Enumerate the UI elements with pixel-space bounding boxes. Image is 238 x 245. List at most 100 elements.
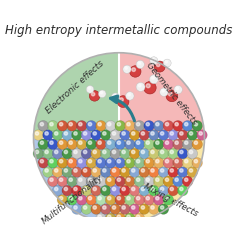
Circle shape xyxy=(81,130,92,140)
Circle shape xyxy=(88,196,92,200)
Circle shape xyxy=(79,159,82,163)
Circle shape xyxy=(127,159,130,163)
Circle shape xyxy=(180,150,183,154)
Circle shape xyxy=(74,150,77,154)
Circle shape xyxy=(117,122,121,126)
Circle shape xyxy=(182,176,193,187)
Circle shape xyxy=(52,167,63,177)
Circle shape xyxy=(69,141,72,144)
Circle shape xyxy=(185,178,188,182)
Circle shape xyxy=(185,141,188,144)
Circle shape xyxy=(165,141,169,144)
Circle shape xyxy=(93,187,96,191)
Circle shape xyxy=(35,150,39,154)
Circle shape xyxy=(57,195,68,205)
Circle shape xyxy=(84,187,87,191)
Circle shape xyxy=(185,159,188,163)
Circle shape xyxy=(168,92,172,96)
Circle shape xyxy=(67,139,77,150)
Circle shape xyxy=(76,139,87,150)
Circle shape xyxy=(170,169,174,172)
Circle shape xyxy=(136,159,140,163)
Circle shape xyxy=(165,178,169,182)
Circle shape xyxy=(96,213,106,224)
Circle shape xyxy=(60,196,63,200)
Circle shape xyxy=(100,185,111,196)
Circle shape xyxy=(52,148,63,159)
Circle shape xyxy=(152,76,154,79)
Circle shape xyxy=(158,148,169,159)
Circle shape xyxy=(96,158,106,168)
Circle shape xyxy=(103,169,106,172)
Circle shape xyxy=(187,167,198,177)
Circle shape xyxy=(156,178,159,182)
Circle shape xyxy=(141,150,144,154)
Circle shape xyxy=(122,150,125,154)
Circle shape xyxy=(108,196,111,200)
Circle shape xyxy=(125,67,127,69)
Circle shape xyxy=(144,121,154,131)
Circle shape xyxy=(48,121,58,131)
Circle shape xyxy=(146,196,149,200)
Circle shape xyxy=(156,159,159,163)
Circle shape xyxy=(158,167,169,177)
Circle shape xyxy=(81,204,92,214)
Circle shape xyxy=(127,141,130,144)
Circle shape xyxy=(55,132,58,135)
Circle shape xyxy=(146,122,149,126)
Circle shape xyxy=(48,158,58,168)
Circle shape xyxy=(81,167,92,177)
Circle shape xyxy=(115,139,125,150)
Circle shape xyxy=(40,122,44,126)
Circle shape xyxy=(88,122,92,126)
Circle shape xyxy=(170,132,174,135)
Circle shape xyxy=(180,132,183,135)
Circle shape xyxy=(69,178,72,182)
Circle shape xyxy=(122,132,125,135)
Circle shape xyxy=(158,185,169,196)
Circle shape xyxy=(129,204,140,214)
Circle shape xyxy=(138,62,141,64)
Circle shape xyxy=(50,178,53,182)
Circle shape xyxy=(124,158,135,168)
Circle shape xyxy=(182,158,193,168)
Circle shape xyxy=(168,167,178,177)
Circle shape xyxy=(178,130,188,140)
Circle shape xyxy=(199,132,202,135)
Circle shape xyxy=(136,215,140,219)
Circle shape xyxy=(100,204,111,214)
Circle shape xyxy=(192,158,203,168)
Circle shape xyxy=(149,167,159,177)
Circle shape xyxy=(163,176,174,187)
Circle shape xyxy=(48,176,58,187)
Circle shape xyxy=(79,122,82,126)
Circle shape xyxy=(112,132,116,135)
Circle shape xyxy=(154,121,164,131)
Circle shape xyxy=(134,176,145,187)
Circle shape xyxy=(150,57,158,65)
Circle shape xyxy=(136,122,140,126)
Circle shape xyxy=(117,196,121,200)
Circle shape xyxy=(57,158,68,168)
Circle shape xyxy=(43,167,53,177)
Circle shape xyxy=(96,195,106,205)
Circle shape xyxy=(182,121,193,131)
Circle shape xyxy=(93,206,96,209)
Circle shape xyxy=(165,159,169,163)
Circle shape xyxy=(165,122,169,126)
Circle shape xyxy=(151,132,154,135)
Circle shape xyxy=(194,159,198,163)
Circle shape xyxy=(132,187,135,191)
Circle shape xyxy=(168,148,178,159)
Circle shape xyxy=(108,141,111,144)
Circle shape xyxy=(40,159,44,163)
Circle shape xyxy=(141,206,144,209)
Circle shape xyxy=(91,204,101,214)
Circle shape xyxy=(141,187,144,191)
Circle shape xyxy=(194,122,198,126)
Circle shape xyxy=(163,195,174,205)
Circle shape xyxy=(151,187,154,191)
Circle shape xyxy=(55,187,58,191)
Circle shape xyxy=(84,206,87,209)
Circle shape xyxy=(40,141,44,144)
